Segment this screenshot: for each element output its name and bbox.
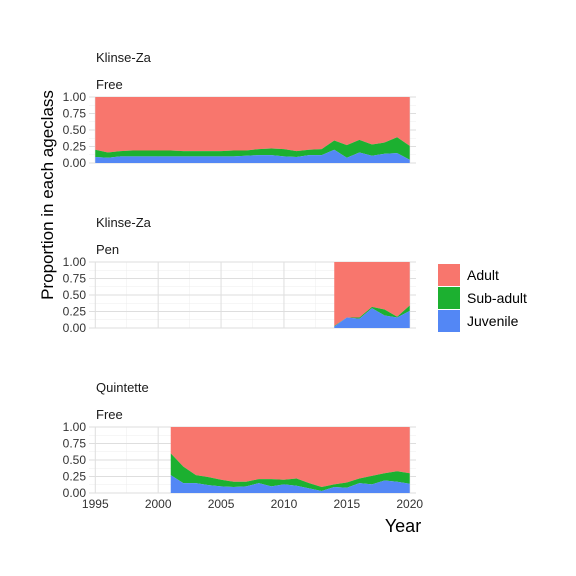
panel-strip-label: Quintette xyxy=(96,380,149,395)
area-adult xyxy=(170,427,410,488)
legend-label: Adult xyxy=(467,267,499,283)
y-tick-label: 0.00 xyxy=(63,486,87,500)
x-tick-label: 2020 xyxy=(396,497,423,511)
x-tick-label: 2010 xyxy=(271,497,298,511)
y-tick-label: 0.25 xyxy=(63,305,87,319)
y-tick-label: 0.00 xyxy=(63,321,87,335)
area-adult xyxy=(95,97,410,153)
panel-strip-label: Klinse-Za xyxy=(96,215,152,230)
legend-label: Sub-adult xyxy=(467,290,527,306)
legend-swatch-sub-adult xyxy=(438,287,460,309)
y-tick-label: 0.75 xyxy=(63,107,87,121)
y-tick-label: 1.00 xyxy=(63,255,87,269)
y-tick-label: 0.25 xyxy=(63,470,87,484)
x-tick-label: 2015 xyxy=(333,497,360,511)
legend: Adult Sub-adult Juvenile xyxy=(438,264,527,332)
y-tick-label: 0.50 xyxy=(63,453,87,467)
y-tick-label: 0.25 xyxy=(63,140,87,154)
area-sub-adult xyxy=(334,305,410,327)
panel-1: Klinse-Za Free 0.00 0.25 0.50 0.75 1.00 xyxy=(63,50,416,170)
panel-strip-label: Klinse-Za xyxy=(96,50,152,65)
panel-2: Klinse-Za Pen 0.00 0.25 0.50 0.75 1.00 xyxy=(63,215,416,335)
y-tick-label: 0.00 xyxy=(63,156,87,170)
legend-label: Juvenile xyxy=(467,313,519,329)
panel-3: Quintette Free 0.00 0.25 0.50 0.75 1.00 xyxy=(63,380,416,500)
area-juvenile xyxy=(95,149,410,163)
x-tick-label: 1995 xyxy=(82,497,109,511)
x-tick-label: 2000 xyxy=(145,497,172,511)
y-tick-label: 0.75 xyxy=(63,437,87,451)
area-adult xyxy=(334,262,410,327)
y-tick-label: 1.00 xyxy=(63,420,87,434)
panel-strip-label: Free xyxy=(96,407,123,422)
panel-strip-label: Pen xyxy=(96,242,119,257)
area-juvenile xyxy=(170,475,410,493)
x-axis-title: Year xyxy=(385,516,421,536)
x-tick-label: 2005 xyxy=(208,497,235,511)
y-axis-title: Proportion in each ageclass xyxy=(38,90,57,300)
y-tick-label: 1.00 xyxy=(63,90,87,104)
y-tick-label: 0.50 xyxy=(63,123,87,137)
area-sub-adult xyxy=(95,137,410,160)
y-tick-label: 0.75 xyxy=(63,272,87,286)
legend-swatch-adult xyxy=(438,264,460,286)
area-sub-adult xyxy=(170,453,410,492)
panel-strip-label: Free xyxy=(96,77,123,92)
legend-swatch-juvenile xyxy=(438,310,460,332)
y-tick-label: 0.50 xyxy=(63,288,87,302)
area-juvenile xyxy=(334,308,410,328)
